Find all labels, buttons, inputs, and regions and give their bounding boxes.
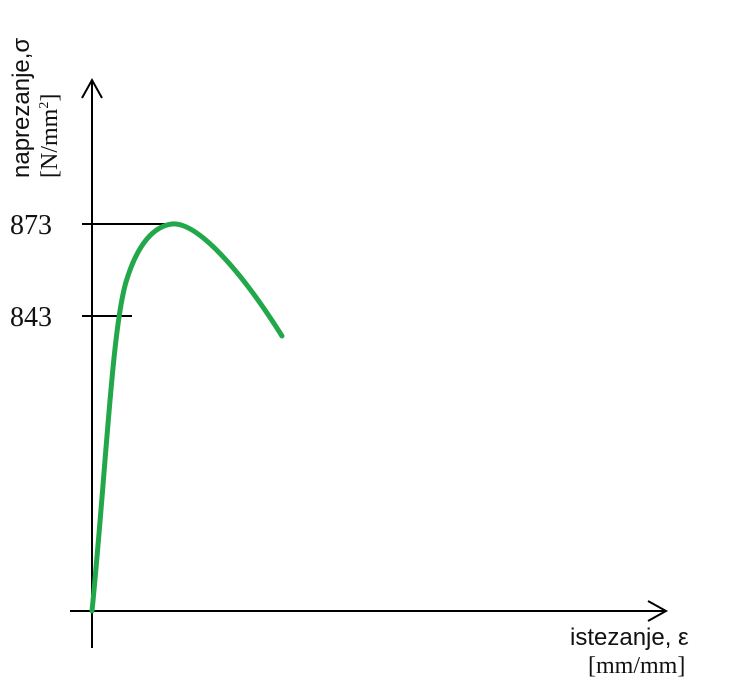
x-axis-arrow-icon: [647, 600, 669, 622]
x-axis-unit: [mm/mm]: [588, 653, 686, 679]
stress-strain-curve: [89, 221, 285, 614]
y-axis-label: naprezanje,σ [N/mm2]: [8, 37, 72, 178]
y-axis-title: naprezanje,σ: [8, 37, 35, 178]
y-axis-unit-prefix: [N/mm: [37, 108, 63, 178]
y-tick-label-843: 843: [10, 302, 52, 333]
x-axis-label: istezanje, ε [mm/mm]: [570, 624, 720, 680]
y-tick-label-873: 873: [10, 210, 52, 241]
y-axis-unit-suffix: ]: [37, 93, 63, 102]
y-axis-arrow-icon: [81, 77, 103, 99]
x-axis-title: istezanje, ε: [570, 624, 689, 651]
y-axis-unit-exponent: 2: [37, 101, 52, 109]
y-axis-unit: [N/mm2]: [36, 68, 64, 178]
